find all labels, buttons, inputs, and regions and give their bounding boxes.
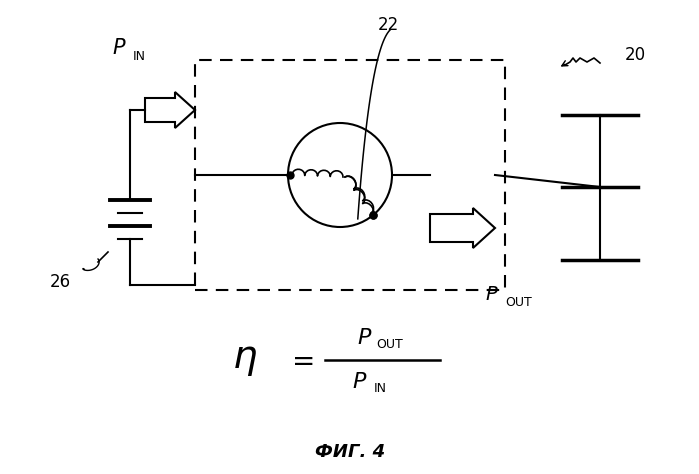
Text: $P$: $P$: [352, 371, 368, 393]
Text: 20: 20: [624, 46, 646, 64]
Text: IN: IN: [133, 49, 146, 63]
Text: 22: 22: [377, 16, 398, 34]
Text: $P$: $P$: [112, 38, 127, 58]
FancyArrow shape: [145, 92, 195, 128]
Text: $\eta$: $\eta$: [232, 341, 258, 379]
Text: OUT: OUT: [505, 297, 532, 310]
Text: $=$: $=$: [286, 346, 314, 374]
Text: 26: 26: [50, 273, 71, 291]
Text: OUT: OUT: [377, 338, 403, 352]
Text: $P$: $P$: [485, 286, 498, 304]
Text: $P$: $P$: [357, 327, 373, 349]
Bar: [195, 60, 505, 290]
Text: ФИГ. 4: ФИГ. 4: [315, 443, 385, 461]
Text: IN: IN: [373, 383, 387, 395]
FancyArrow shape: [430, 208, 495, 248]
